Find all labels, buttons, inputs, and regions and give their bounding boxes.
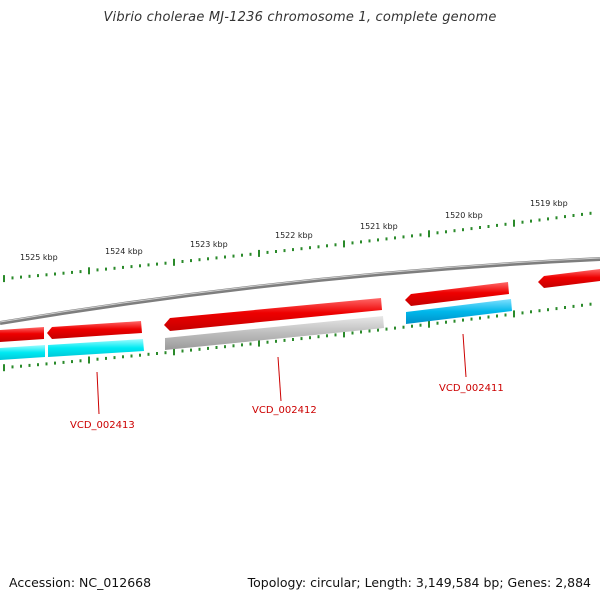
accession-text: Accession: NC_012668	[9, 575, 152, 590]
backbone-arc-highlight	[0, 257, 600, 323]
leader-line-vcd002412	[277, 356, 282, 402]
gene-forward-2[interactable]	[47, 321, 142, 339]
gene-reverse-3[interactable]	[165, 316, 384, 350]
scale-label-1522: 1522 kbp	[275, 231, 313, 240]
inner-ruler	[3, 302, 592, 372]
genome-summary-text: Topology: circular; Length: 3,149,584 bp…	[247, 575, 591, 590]
gene-label-vcd002411[interactable]: VCD_002411	[439, 383, 504, 394]
backbone-arc	[0, 257, 600, 325]
scale-label-1525: 1525 kbp	[20, 253, 58, 262]
gene-forward-4[interactable]	[405, 282, 509, 306]
gene-forward-5[interactable]	[538, 269, 600, 288]
gene-reverse-2[interactable]	[48, 339, 144, 357]
outer-ruler	[3, 211, 592, 283]
gene-reverse-4[interactable]	[406, 299, 512, 324]
scale-label-1524: 1524 kbp	[105, 247, 143, 256]
reverse-strand-track	[0, 299, 512, 360]
scale-label-1520: 1520 kbp	[445, 211, 483, 220]
gene-label-vcd002413[interactable]: VCD_002413	[70, 420, 135, 431]
gene-label-vcd002412[interactable]: VCD_002412	[252, 405, 317, 416]
gene-forward-1[interactable]	[0, 327, 44, 342]
gene-reverse-1[interactable]	[0, 345, 45, 360]
leader-line-vcd002411	[462, 333, 467, 378]
map-title: Vibrio cholerae MJ-1236 chromosome 1, co…	[103, 10, 497, 25]
forward-strand-track	[0, 269, 600, 342]
scale-label-1523: 1523 kbp	[190, 240, 228, 249]
scale-label-1519: 1519 kbp	[530, 199, 568, 208]
gene-forward-3[interactable]	[164, 298, 382, 331]
leader-line-vcd002413	[96, 371, 100, 415]
scale-label-1521: 1521 kbp	[360, 222, 398, 231]
